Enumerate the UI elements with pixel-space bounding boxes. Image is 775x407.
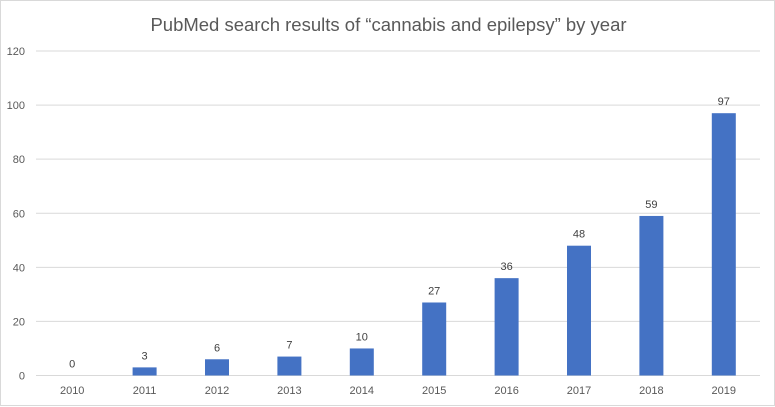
data-label: 0 xyxy=(69,359,75,371)
data-label: 6 xyxy=(214,342,220,354)
chart-title: PubMed search results of “cannabis and e… xyxy=(150,14,627,35)
data-label: 59 xyxy=(645,199,657,211)
bar xyxy=(132,367,157,376)
y-tick-label: 120 xyxy=(7,46,25,58)
bar xyxy=(494,278,519,376)
x-tick-label: 2011 xyxy=(133,385,157,397)
x-tick-label: 2015 xyxy=(422,385,446,397)
x-tick-label: 2018 xyxy=(639,385,663,397)
x-tick-label: 2010 xyxy=(60,385,84,397)
x-tick-label: 2017 xyxy=(567,385,591,397)
data-label: 36 xyxy=(500,261,512,273)
x-tick-label: 2014 xyxy=(350,385,374,397)
bar xyxy=(567,245,591,376)
bar xyxy=(205,359,229,376)
y-tick-label: 40 xyxy=(13,262,25,274)
data-label: 7 xyxy=(286,340,292,352)
y-tick-label: 80 xyxy=(13,154,25,166)
y-tick-label: 100 xyxy=(7,100,25,112)
y-tick-label: 60 xyxy=(13,208,25,220)
bar xyxy=(422,302,447,376)
y-tick-label: 0 xyxy=(19,371,25,383)
y-tick-label: 20 xyxy=(13,316,25,328)
x-tick-label: 2012 xyxy=(205,385,229,397)
bar xyxy=(277,356,302,376)
data-label: 27 xyxy=(428,285,440,297)
bar xyxy=(711,113,736,376)
data-label: 3 xyxy=(142,350,148,362)
x-tick-label: 2013 xyxy=(277,385,301,397)
data-label: 97 xyxy=(718,96,730,108)
bar xyxy=(639,215,664,376)
data-label: 48 xyxy=(573,229,585,241)
data-label: 10 xyxy=(356,331,368,343)
bar xyxy=(349,348,374,376)
x-tick-label: 2019 xyxy=(712,385,736,397)
x-tick-label: 2016 xyxy=(494,385,518,397)
